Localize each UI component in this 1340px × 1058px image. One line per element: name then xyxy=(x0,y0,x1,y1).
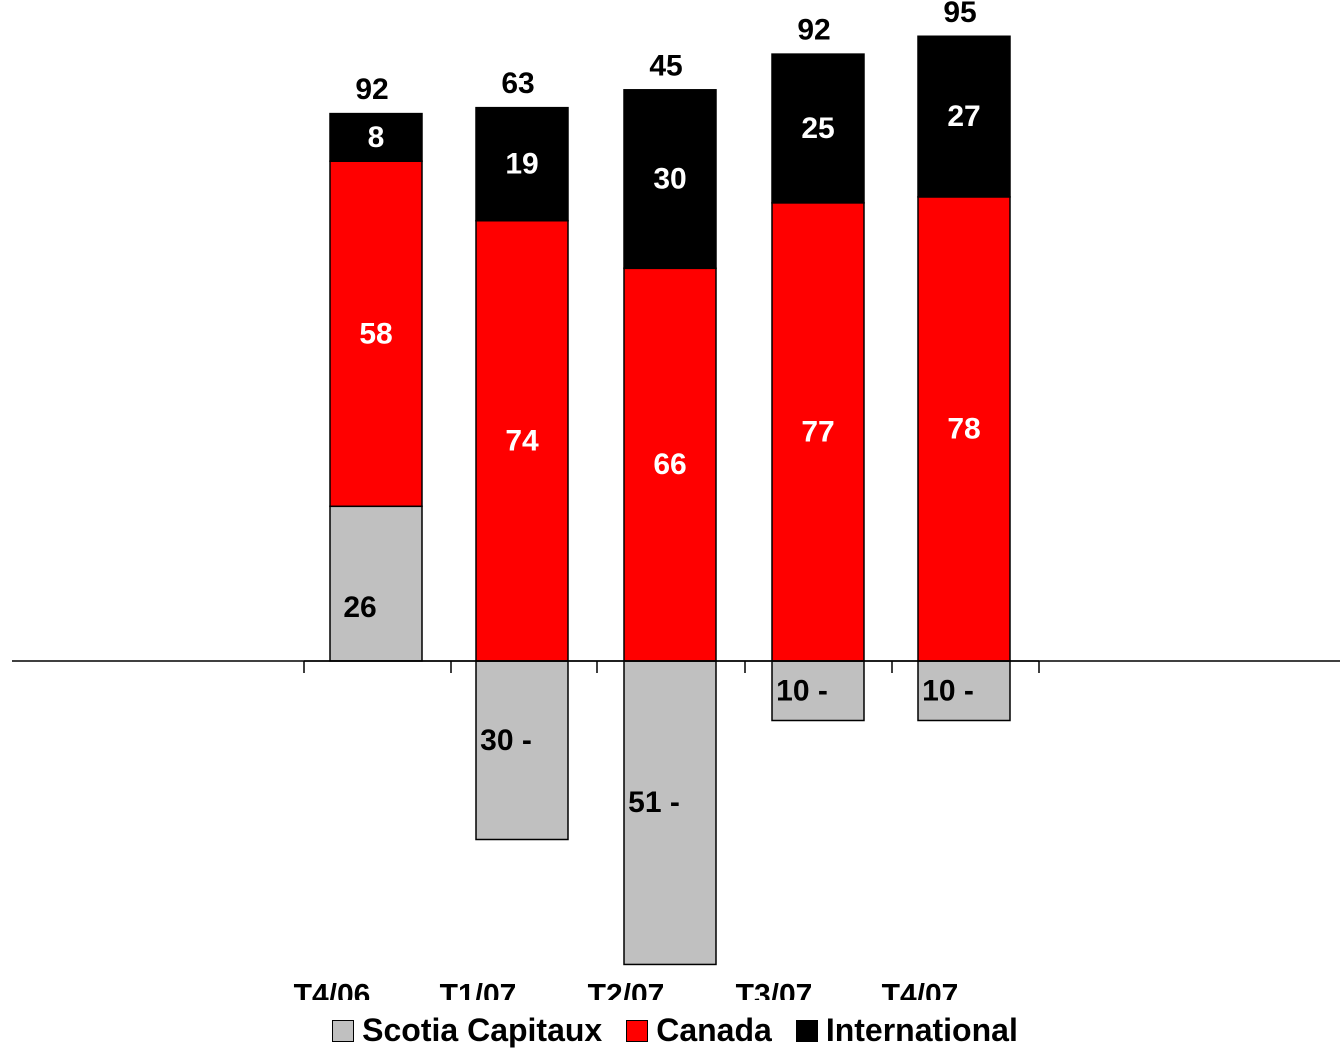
data-label-scotia-capitaux-t4-07: 10 - xyxy=(922,674,974,707)
data-label-scotia-capitaux-t3-07: 10 - xyxy=(776,674,828,707)
data-label-canada-t1-07: 74 xyxy=(505,424,539,457)
labels-layer: 26 58 8 92 T4/06 30 - 74 19 63 T1/07 51 - 66 30 45 T2/… xyxy=(294,0,981,1000)
legend-swatch-canada xyxy=(626,1019,649,1042)
axis-layer xyxy=(12,660,1340,673)
data-label-international-t4-06: 8 xyxy=(368,121,385,154)
legend-swatch-scotia-capitaux xyxy=(332,1019,355,1042)
bar-international-t1-07 xyxy=(475,106,569,222)
bar-canada-t4-06 xyxy=(329,160,423,508)
data-label-canada-t4-06: 58 xyxy=(359,317,392,350)
bar-scotia-capitaux-t2-07 xyxy=(623,660,717,966)
bar-canada-t1-07 xyxy=(475,219,569,662)
category-label-t4-07: T4/07 xyxy=(882,979,959,1001)
total-label-t4-06: 92 xyxy=(355,73,388,106)
total-label-t3-07: 92 xyxy=(797,14,830,47)
legend-item-international: International xyxy=(795,1012,1018,1049)
bar-international-t3-07 xyxy=(771,53,865,204)
data-label-canada-t4-07: 78 xyxy=(947,412,980,445)
legend-label-canada: Canada xyxy=(656,1012,772,1048)
category-label-t4-06: T4/06 xyxy=(294,979,371,1001)
stacked-bar-chart: 26 58 8 92 T4/06 30 - 74 19 63 T1/07 51 - 66 30 45 T2/… xyxy=(12,0,1340,1000)
legend-item-scotia-capitaux: Scotia Capitaux xyxy=(332,1012,602,1049)
total-label-t2-07: 45 xyxy=(649,49,682,82)
data-label-scotia-capitaux-t1-07: 30 - xyxy=(480,724,532,757)
data-label-international-t4-07: 27 xyxy=(947,100,980,133)
data-label-canada-t2-07: 66 xyxy=(653,448,686,481)
total-label-t1-07: 63 xyxy=(501,67,534,100)
category-label-t3-07: T3/07 xyxy=(736,979,813,1001)
legend-item-canada: Canada xyxy=(626,1012,772,1049)
category-label-t2-07: T2/07 xyxy=(588,979,665,1001)
bar-scotia-capitaux-t4-07 xyxy=(917,660,1011,722)
bar-international-t2-07 xyxy=(623,89,717,270)
data-label-canada-t3-07: 77 xyxy=(801,415,834,448)
bar-scotia-capitaux-t1-07 xyxy=(475,660,569,841)
data-label-scotia-capitaux-t4-06: 26 xyxy=(343,591,376,624)
legend-label-international: International xyxy=(825,1012,1018,1048)
data-label-scotia-capitaux-t2-07: 51 - xyxy=(628,786,680,819)
data-label-international-t1-07: 19 xyxy=(505,148,538,181)
data-label-international-t3-07: 25 xyxy=(801,112,834,145)
category-label-t1-07: T1/07 xyxy=(440,979,517,1001)
bar-international-t4-07 xyxy=(917,35,1011,198)
bar-canada-t3-07 xyxy=(771,202,865,662)
bar-canada-t2-07 xyxy=(623,267,717,662)
bar-scotia-capitaux-t4-06 xyxy=(329,505,423,662)
total-label-t4-07: 95 xyxy=(943,0,976,29)
legend-swatch-international xyxy=(795,1019,818,1042)
bars-layer xyxy=(329,35,1011,966)
bar-scotia-capitaux-t3-07 xyxy=(771,660,865,722)
data-label-international-t2-07: 30 xyxy=(653,163,686,196)
legend: Scotia Capitaux Canada International xyxy=(0,1012,1340,1049)
legend-label-scotia-capitaux: Scotia Capitaux xyxy=(362,1012,603,1048)
bar-international-t4-06 xyxy=(329,112,423,162)
